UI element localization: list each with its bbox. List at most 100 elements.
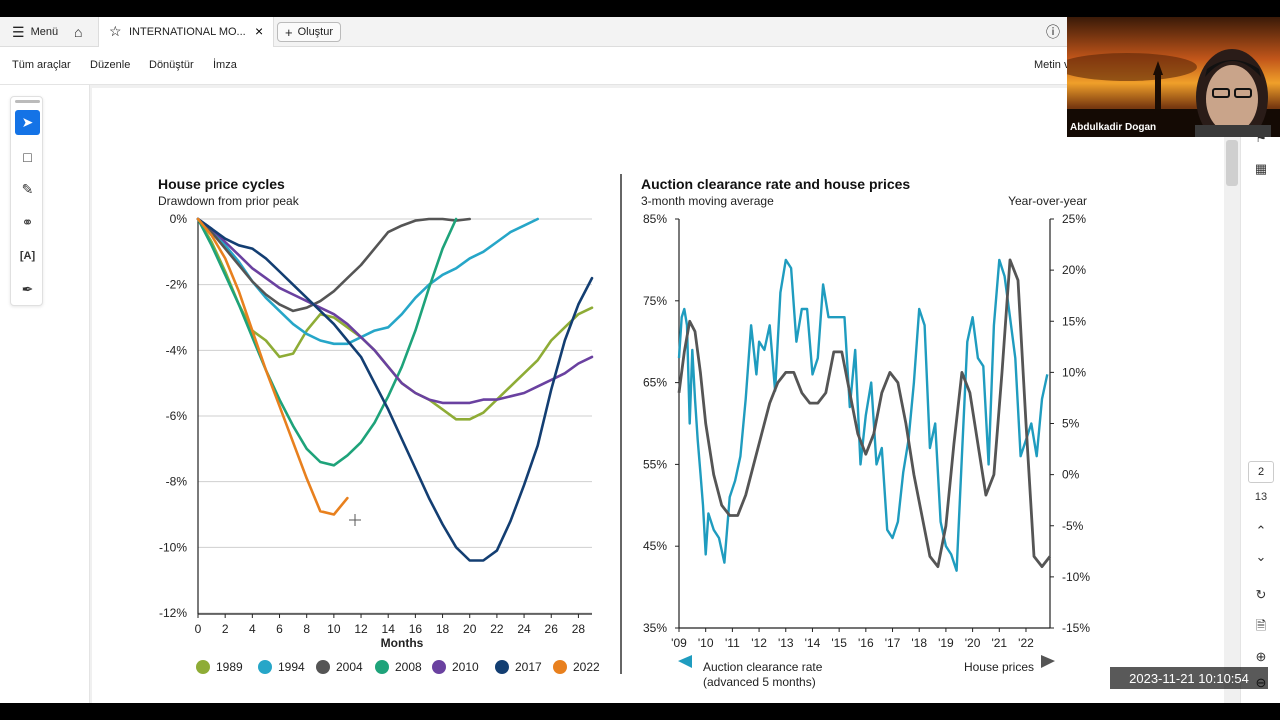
draw-tool-icon[interactable]: ✎ xyxy=(21,181,34,197)
comment-tool-icon[interactable]: □ xyxy=(23,148,32,165)
legend-marker-1989 xyxy=(196,660,210,674)
bookmark-icon[interactable]: ⚑ xyxy=(1255,130,1267,145)
right-chart-axes xyxy=(675,218,1054,632)
thumbnails-icon[interactable]: ▦ xyxy=(1254,161,1268,176)
left-y-tick: -2% xyxy=(166,278,188,292)
left-x-tick: 14 xyxy=(382,622,396,636)
right-right-y-tick: -5% xyxy=(1062,519,1084,533)
legend-label-2008: 2008 xyxy=(395,660,422,674)
legend-marker-2017 xyxy=(495,660,509,674)
left-y-tick: -12% xyxy=(159,606,187,620)
right-right-y-tick: 15% xyxy=(1062,314,1086,328)
legend-marker-1994 xyxy=(258,660,272,674)
left-x-tick: 20 xyxy=(463,622,477,636)
participant-name: Abdulkadir Dogan xyxy=(1070,122,1157,133)
close-icon[interactable]: × xyxy=(255,23,264,39)
help-icon[interactable]: ⓘ xyxy=(1046,24,1060,40)
right-x-tick: '14 xyxy=(805,636,821,650)
tool-convert[interactable]: Dönüştür xyxy=(149,59,194,71)
left-x-tick: 4 xyxy=(249,622,256,636)
file-icon[interactable]: 🗎 xyxy=(1255,618,1267,633)
right-rail: ⚑ ▦ 2 13 ⌃ ⌄ ↻ 🗎 ⊕ ⊖ xyxy=(1240,85,1280,703)
right-chart-title: Auction clearance rate and house prices xyxy=(641,176,910,192)
star-icon[interactable]: ☆ xyxy=(109,23,122,39)
vertical-scrollbar[interactable] xyxy=(1226,140,1238,186)
legend-marker-2008 xyxy=(375,660,389,674)
zoom-in-icon[interactable]: ⊕ xyxy=(1255,649,1267,664)
text-tool-icon[interactable]: [A] xyxy=(19,249,36,262)
auction-legend-arrow-icon xyxy=(678,655,692,668)
legend-marker-2022 xyxy=(553,660,567,674)
left-chart-ticks: 0%-2%-4%-6%-8%-10%-12%0 2 4 6 8 10 12 14 16 18 20 2… xyxy=(159,212,585,636)
left-y-tick: -10% xyxy=(159,540,187,554)
left-chart-series xyxy=(196,217,594,562)
legend-marker-2010 xyxy=(432,660,446,674)
palette-handle[interactable] xyxy=(15,100,40,103)
left-x-tick: 12 xyxy=(354,622,368,636)
tab-title: INTERNATIONAL MO... xyxy=(129,26,246,38)
right-left-y-tick: 55% xyxy=(643,457,667,471)
text-menu[interactable]: Metin v xyxy=(1034,59,1070,71)
right-x-tick: '22 xyxy=(1018,636,1034,650)
menu-button[interactable]: ☰ Menü xyxy=(12,17,58,47)
create-label: Oluştur xyxy=(297,26,334,38)
left-x-tick: 28 xyxy=(572,622,586,636)
right-chart-subtitle: 3-month moving average xyxy=(641,194,774,208)
crosshair-cursor-icon xyxy=(349,514,361,526)
right-right-y-tick: 25% xyxy=(1062,212,1086,226)
page-up-icon[interactable]: ⌃ xyxy=(1255,523,1267,538)
lasso-tool-icon[interactable]: ⚭ xyxy=(21,214,34,230)
plus-icon: + xyxy=(284,24,293,40)
webcam-image xyxy=(1067,17,1280,137)
tool-all-tools[interactable]: Tüm araçlar xyxy=(12,59,71,71)
left-panel xyxy=(0,85,90,703)
left-chart-xlabel: Months xyxy=(381,636,424,650)
page-number-input[interactable]: 2 xyxy=(1248,461,1274,483)
page-total: 13 xyxy=(1254,491,1268,503)
page-down-icon[interactable]: ⌄ xyxy=(1255,549,1267,564)
left-chart-subtitle: Drawdown from prior peak xyxy=(158,194,300,208)
legend-label-1994: 1994 xyxy=(278,660,305,674)
right-x-tick: '13 xyxy=(778,636,794,650)
left-chart-grid xyxy=(197,218,592,618)
tool-edit[interactable]: Düzenle xyxy=(90,59,131,71)
right-x-tick: '19 xyxy=(938,636,954,650)
series-line-2017 xyxy=(196,217,594,562)
left-x-tick: 24 xyxy=(517,622,531,636)
menu-label: Menü xyxy=(30,26,59,38)
left-x-tick: 26 xyxy=(545,622,559,636)
right-x-tick: '09 xyxy=(671,636,687,650)
select-tool-icon[interactable]: ➤ xyxy=(15,110,40,135)
tool-sign[interactable]: İmza xyxy=(213,59,237,71)
legend-marker-2004 xyxy=(316,660,330,674)
legend-house-label: House prices xyxy=(964,660,1034,674)
create-button[interactable]: + Oluştur xyxy=(277,22,341,42)
series-line-2008 xyxy=(196,217,458,467)
left-x-tick: 18 xyxy=(436,622,450,636)
left-x-tick: 16 xyxy=(409,622,423,636)
right-right-y-tick: -15% xyxy=(1062,621,1090,635)
left-chart-legend: 1989 1994 2004 2008 2010 2017 2022 xyxy=(196,660,600,674)
app-topbar: ☰ Menü ⌂ ☆ INTERNATIONAL MO... × + Oluşt… xyxy=(0,17,1280,47)
sign-tool-icon[interactable]: ✒ xyxy=(21,281,34,297)
right-x-tick: '12 xyxy=(751,636,767,650)
home-icon[interactable]: ⌂ xyxy=(74,24,83,40)
right-x-tick: '11 xyxy=(725,636,740,650)
document-tab[interactable]: ☆ INTERNATIONAL MO... × xyxy=(98,17,274,47)
left-y-tick: -6% xyxy=(166,409,188,423)
right-chart-legend: Auction clearance rate (advanced 5 month… xyxy=(678,655,1055,689)
legend-label-1989: 1989 xyxy=(216,660,243,674)
series-line-2022 xyxy=(196,217,349,516)
series-line-2004 xyxy=(196,217,471,313)
legend-label-2017: 2017 xyxy=(515,660,542,674)
right-left-y-tick: 35% xyxy=(643,621,667,635)
refresh-icon[interactable]: ↻ xyxy=(1255,587,1267,602)
right-right-y-tick: 10% xyxy=(1062,365,1086,379)
right-chart-ticks: 85% 75% 65% 55% 45% 35% 25% 20% 15% 10% 5% 0% -5% -10… xyxy=(643,212,1090,650)
right-x-tick: '16 xyxy=(858,636,874,650)
left-x-tick: 6 xyxy=(276,622,283,636)
legend-auction-sub: (advanced 5 months) xyxy=(703,675,816,689)
left-x-tick: 22 xyxy=(490,622,504,636)
timestamp-overlay: 2023-11-21 10:10:54 xyxy=(1110,667,1268,689)
left-y-tick: 0% xyxy=(170,212,188,226)
